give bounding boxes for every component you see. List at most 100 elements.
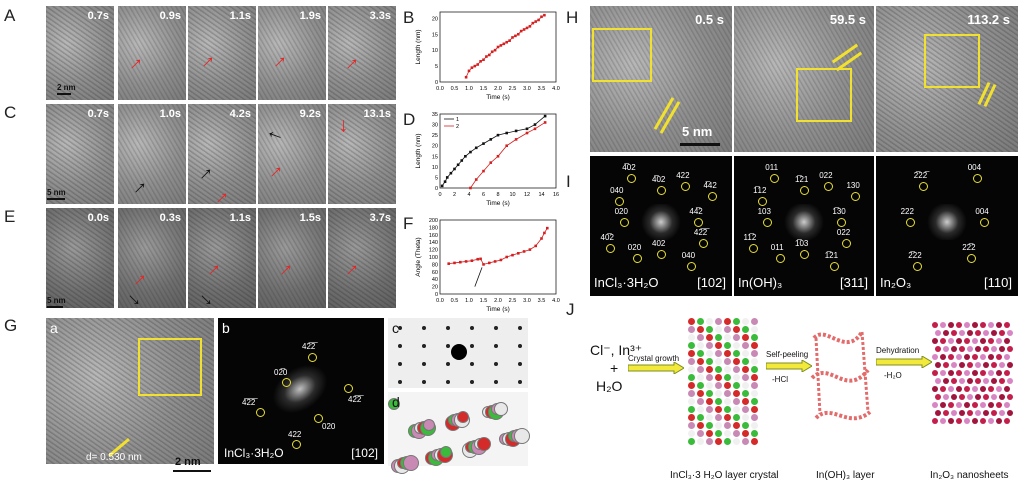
inoh3-layer-chains [810, 330, 872, 421]
x-axis-label: Time (s) [486, 94, 510, 101]
reactants-ions: Cl⁻, In³⁺ [590, 342, 643, 358]
g-scale-bar [173, 470, 211, 472]
nanosheet-atom [964, 386, 970, 392]
sim-spot [446, 380, 450, 384]
nanosheet-atom [956, 322, 962, 328]
nanosheet-atom [959, 378, 965, 384]
nanosheet-atom [999, 346, 1005, 352]
x-tick-label: 0.5 [451, 86, 459, 92]
crystal-atom [742, 350, 749, 357]
g-sub-b: b [222, 320, 230, 336]
data-point [540, 237, 543, 240]
nanosheet-atom [940, 322, 946, 328]
atom-ball [457, 411, 469, 423]
scale-label-E: 5 nm [47, 296, 66, 305]
data-point [505, 144, 508, 148]
tem-frame: 1.0s → [118, 104, 186, 204]
data-point [528, 248, 532, 251]
crystal-atom [706, 390, 713, 397]
sim-spot [446, 326, 450, 330]
fft-spot [314, 414, 323, 423]
data-point [522, 250, 526, 253]
h-time-0: 0.5 s [695, 12, 724, 27]
data-point [453, 261, 456, 265]
fft-index: 40̅2 [600, 232, 614, 242]
fft-index: 040 [681, 251, 696, 261]
nanosheet-atom [959, 362, 965, 368]
data-point [482, 263, 485, 266]
fft-index: 1̅12 [753, 186, 767, 196]
x-tick-label: 0.0 [436, 298, 444, 304]
fft-spot [748, 243, 758, 253]
fft-spot [698, 238, 708, 248]
crystal-atom [751, 382, 758, 389]
data-point [470, 259, 474, 262]
fft-spot [775, 254, 785, 264]
fft-spot [913, 262, 923, 272]
crystal-atom [697, 438, 704, 445]
tem-frame: 9.2s → → [258, 104, 326, 204]
y-tick-label: 200 [429, 218, 438, 224]
crystal-atom [697, 398, 704, 405]
nanosheet-atom [975, 330, 981, 336]
nanosheet-atom [951, 330, 957, 336]
crystal-atom [751, 438, 758, 445]
nanosheet-atom [943, 394, 949, 400]
fft-index: 020 [627, 243, 642, 253]
nanosheet-atom [948, 402, 954, 408]
crystal-atom [706, 430, 713, 437]
nanosheet-atom [975, 394, 981, 400]
nanosheet-atom [1007, 410, 1013, 416]
frame-time: 3.7s [369, 212, 391, 224]
crystal-atom [706, 350, 713, 357]
crystal-atom [706, 334, 713, 341]
crystal-atom [697, 350, 704, 357]
nanosheet-atom [991, 362, 997, 368]
data-point [531, 21, 535, 25]
data-point [496, 133, 500, 137]
crystal-atom [751, 422, 758, 429]
nanosheet-atom [991, 330, 997, 336]
y-tick-label: 80 [432, 262, 438, 268]
crystal-atom [742, 422, 749, 429]
step-self-peeling: Self-peeling [766, 350, 809, 359]
reactants-water: H₂O [596, 378, 623, 394]
crystal-atom [751, 430, 758, 437]
data-point [505, 131, 508, 135]
fft-spot [800, 250, 809, 260]
crystal-atom [742, 430, 749, 437]
y-axis-label: Length (nm) [415, 29, 422, 64]
data-point [525, 26, 529, 30]
sim-spot [422, 344, 426, 348]
data-point [489, 161, 493, 164]
h-hrtem-2: 113.2 s [876, 6, 1018, 152]
panel-label-A: A [4, 6, 16, 25]
sim-spot [494, 380, 498, 384]
y-tick-label: 160 [429, 233, 438, 239]
crystal-atom [724, 430, 731, 437]
sim-spot [470, 344, 474, 348]
crystal-atom [733, 406, 740, 413]
sim-spot [398, 362, 402, 366]
x-tick-label: 2.5 [509, 298, 517, 304]
crystal-atom [715, 318, 722, 325]
crystal-atom [733, 342, 740, 349]
nanosheet-atom [1004, 402, 1010, 408]
sim-spot [470, 362, 474, 366]
i-fft-0: 44̅2 42̅2̅ 040 402 020 40̅2 020 040 4̅02 4̅02 422 4… [590, 156, 732, 296]
crystal-atom [697, 334, 704, 341]
tem-frame: 1.5s → [258, 208, 326, 308]
frame-time: 9.2s [299, 108, 321, 120]
data-point [464, 260, 468, 263]
step-crystal-growth: Crystal growth [628, 354, 680, 363]
fft-spot [762, 218, 772, 227]
fft-spot [292, 440, 301, 449]
data-point [469, 186, 472, 190]
nanosheet-atom [996, 402, 1002, 408]
g-a-hrtem-image: a d= 0.530 nm [46, 318, 214, 464]
data-point [543, 13, 546, 17]
angle-vs-time-chart-F: 0.0 0.5 1.0 1.5 2.0 2.5 3.0 3.5 4.00204060801001… [415, 218, 560, 313]
crystal-atom [751, 326, 758, 333]
fft-spot [282, 378, 291, 387]
nanosheet-atom [932, 418, 938, 424]
